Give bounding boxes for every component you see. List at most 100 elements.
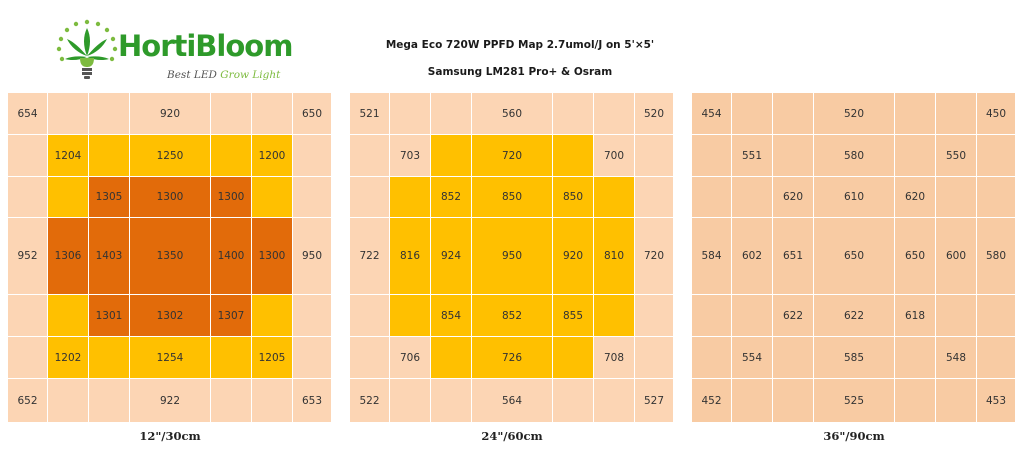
heatmap-cell: 620 xyxy=(773,177,814,218)
heatmap-cell: 551 xyxy=(732,135,773,177)
heatmap-cell: 548 xyxy=(936,337,977,379)
heatmap-cell xyxy=(89,93,130,135)
heatmap-cell xyxy=(594,379,635,423)
heatmap-cell xyxy=(89,379,130,423)
heatmap-cell xyxy=(895,379,936,423)
heatmap-cell: 521 xyxy=(350,93,390,135)
heatmap-cell xyxy=(773,93,814,135)
heatmap-cell xyxy=(977,177,1016,218)
heatmap-cell xyxy=(936,93,977,135)
heatmap-cell: 652 xyxy=(8,379,48,423)
brand-tagline-part1: Best LED xyxy=(167,69,217,81)
heatmap-cell xyxy=(594,177,635,218)
heatmap-cell xyxy=(390,379,431,423)
heatmap-cell xyxy=(431,379,472,423)
heatmap-cell: 950 xyxy=(472,218,553,295)
heatmap-cell xyxy=(252,93,293,135)
heatmap-cell xyxy=(431,337,472,379)
heatmap-cell: 924 xyxy=(431,218,472,295)
heatmap-cell xyxy=(977,135,1016,177)
heatmap-cell xyxy=(89,135,130,177)
heatmap-cell: 653 xyxy=(293,379,332,423)
heatmap-cell xyxy=(350,135,390,177)
heatmap-cell: 452 xyxy=(692,379,732,423)
heatmap-cell xyxy=(936,295,977,337)
heatmap-cell xyxy=(293,135,332,177)
heatmap-cell xyxy=(692,295,732,337)
heatmap-cell: 922 xyxy=(130,379,211,423)
heatmap-cell: 525 xyxy=(814,379,895,423)
heatmap-cell: 522 xyxy=(350,379,390,423)
heatmap-cell xyxy=(293,337,332,379)
heatmap-cell: 700 xyxy=(594,135,635,177)
heatmap-cell: 610 xyxy=(814,177,895,218)
map-caption-24in: 24"/60cm xyxy=(481,429,543,443)
heatmap-cell xyxy=(293,295,332,337)
heatmap-cell xyxy=(8,177,48,218)
heatmap-cell: 720 xyxy=(635,218,674,295)
heatmap-cell: 650 xyxy=(293,93,332,135)
chart-subtitle: Samsung LM281 Pro+ & Osram xyxy=(427,66,613,78)
heatmap-cell: 600 xyxy=(936,218,977,295)
heatmap-cell xyxy=(977,337,1016,379)
heatmap-cell: 1302 xyxy=(130,295,211,337)
heatmap-cell: 564 xyxy=(472,379,553,423)
heatmap-cell: 620 xyxy=(895,177,936,218)
heatmap-cell xyxy=(895,337,936,379)
heatmap-cell: 650 xyxy=(814,218,895,295)
heatmap-cell xyxy=(211,135,252,177)
ppfd-map-12in: 654 920 650 1204 1250 1200 1305 1300 1300 952 1306… xyxy=(8,93,332,423)
heatmap-cell: 1250 xyxy=(130,135,211,177)
heatmap-cell xyxy=(773,379,814,423)
heatmap-cell xyxy=(48,177,89,218)
heatmap-cell xyxy=(553,135,594,177)
heatmap-cell: 816 xyxy=(390,218,431,295)
map-caption-12in: 12"/30cm xyxy=(139,429,201,443)
heatmap-cell: 720 xyxy=(472,135,553,177)
heatmap-cell xyxy=(431,135,472,177)
heatmap-cell: 706 xyxy=(390,337,431,379)
heatmap-cell: 1300 xyxy=(130,177,211,218)
heatmap-cell: 920 xyxy=(553,218,594,295)
heatmap-cell: 650 xyxy=(895,218,936,295)
heatmap-cell xyxy=(8,135,48,177)
ppfd-map-36in: 454 520 450 551 580 550 620 610 620 584 602 651 650 6… xyxy=(692,93,1016,423)
heatmap-cell: 1300 xyxy=(211,177,252,218)
heatmap-cell: 622 xyxy=(814,295,895,337)
brand-logo: HortiBloom Best LED Grow Light xyxy=(54,18,294,82)
heatmap-cell: 950 xyxy=(293,218,332,295)
heatmap-cell xyxy=(594,93,635,135)
heatmap-cell: 580 xyxy=(814,135,895,177)
heatmap-cell xyxy=(89,337,130,379)
heatmap-cell xyxy=(773,337,814,379)
heatmap-cell: 602 xyxy=(732,218,773,295)
heatmap-cell xyxy=(211,379,252,423)
heatmap-cell: 852 xyxy=(431,177,472,218)
heatmap-cell xyxy=(390,93,431,135)
heatmap-cell xyxy=(692,177,732,218)
heatmap-cell xyxy=(732,177,773,218)
heatmap-cell: 585 xyxy=(814,337,895,379)
heatmap-cell: 1202 xyxy=(48,337,89,379)
heatmap-cell xyxy=(553,93,594,135)
brand-tagline: Best LED Grow Light xyxy=(167,70,280,81)
heatmap-cell xyxy=(692,135,732,177)
heatmap-cell: 1306 xyxy=(48,218,89,295)
heatmap-cell: 450 xyxy=(977,93,1016,135)
heatmap-cell: 920 xyxy=(130,93,211,135)
heatmap-cell: 810 xyxy=(594,218,635,295)
heatmap-cell xyxy=(895,135,936,177)
chart-title: Mega Eco 720W PPFD Map 2.7umol/J on 5'×5… xyxy=(385,39,655,51)
heatmap-cell xyxy=(553,337,594,379)
heatmap-cell: 651 xyxy=(773,218,814,295)
heatmap-cell: 708 xyxy=(594,337,635,379)
heatmap-cell xyxy=(936,177,977,218)
heatmap-cell xyxy=(8,337,48,379)
heatmap-cell xyxy=(732,379,773,423)
heatmap-cell: 854 xyxy=(431,295,472,337)
heatmap-cell xyxy=(252,379,293,423)
heatmap-cell xyxy=(252,177,293,218)
heatmap-cell: 1305 xyxy=(89,177,130,218)
heatmap-cell xyxy=(635,135,674,177)
heatmap-cell xyxy=(390,177,431,218)
